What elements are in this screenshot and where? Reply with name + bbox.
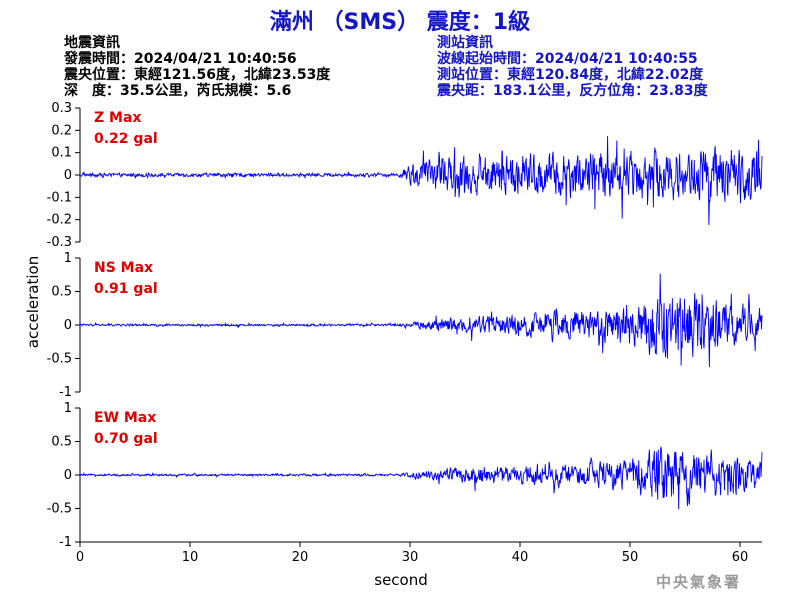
y-tick-label: 0.1 [51, 146, 72, 161]
max-title-ew: EW Max [94, 410, 156, 426]
max-title-ns: NS Max [94, 260, 153, 276]
y-tick-label: 1 [64, 251, 72, 266]
max-value-ew: 0.70 gal [94, 431, 158, 447]
epicenter-location: 震央位置：東經121.56度，北緯23.53度 [64, 67, 331, 83]
x-tick-label: 0 [76, 550, 84, 565]
y-tick-label: 0.2 [51, 123, 72, 138]
trace-z [79, 136, 763, 225]
station-info: 測站資訊 波線起始時間：2024/04/21 10:40:55 測站位置：東經1… [437, 35, 708, 99]
max-value-z: 0.22 gal [94, 131, 158, 147]
max-value-ns: 0.91 gal [94, 281, 158, 297]
station-info-heading: 測站資訊 [437, 35, 493, 51]
y-tick-label: 0.5 [51, 285, 72, 300]
max-title-z: Z Max [94, 110, 141, 126]
y-tick-label: -1 [59, 535, 72, 550]
x-tick-label: 30 [402, 550, 419, 565]
earthquake-info: 地震資訊 發震時間：2024/04/21 10:40:56 震央位置：東經121… [64, 35, 330, 99]
x-tick-label: 10 [182, 550, 199, 565]
y-tick-label: -0.2 [47, 213, 72, 228]
y-tick-label: 0.5 [51, 435, 72, 450]
y-tick-label: -1 [59, 385, 72, 400]
y-tick-label: -0.3 [47, 235, 72, 250]
page-title: 滿州 （SMS） 震度：1級 [269, 10, 531, 35]
x-axis-title: second [374, 571, 428, 589]
y-tick-label: -0.5 [47, 502, 72, 517]
y-axis-title: acceleration [24, 256, 42, 348]
y-tick-label: 0.3 [51, 101, 72, 116]
x-tick-label: 20 [292, 550, 309, 565]
x-tick-label: 40 [512, 550, 529, 565]
trace-ew [79, 446, 763, 510]
depth-magnitude: 深 度：35.5公里，芮氏規模：5.6 [64, 83, 292, 99]
trace-ns [79, 273, 763, 368]
y-tick-label: 1 [64, 401, 72, 416]
station-location: 測站位置：東經120.84度，北緯22.02度 [437, 67, 704, 83]
epicentral-distance: 震央距：183.1公里，反方位角：23.83度 [437, 83, 708, 99]
earthquake-info-heading: 地震資訊 [64, 35, 120, 51]
y-tick-label: -0.5 [47, 352, 72, 367]
x-tick-label: 50 [622, 550, 639, 565]
y-tick-label: 0 [64, 468, 72, 483]
wave-start-time: 波線起始時間：2024/04/21 10:40:55 [437, 51, 698, 67]
y-tick-label: 0 [64, 168, 72, 183]
x-tick-label: 60 [732, 550, 749, 565]
origin-time: 發震時間：2024/04/21 10:40:56 [64, 51, 297, 67]
y-tick-label: 0 [64, 318, 72, 333]
y-tick-label: -0.1 [47, 190, 72, 205]
agency-watermark: 中央氣象署 [656, 573, 742, 591]
